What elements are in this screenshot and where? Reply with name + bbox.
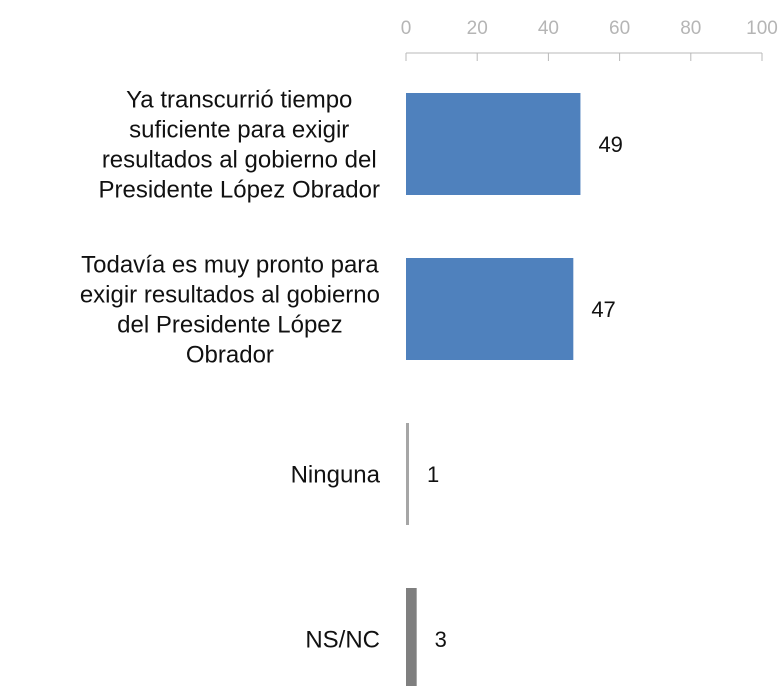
category-label: Todavía es muy pronto para exigir resulta… [80,251,380,368]
category-label-line: resultados al gobierno del [102,146,377,173]
value-label: 47 [591,297,615,322]
bar [406,588,417,690]
category-label-line: Ya transcurrió tiempo [126,86,352,113]
value-label: 1 [427,462,439,487]
bar [406,258,574,360]
value-label: 49 [598,132,622,157]
value-label: 3 [435,627,447,652]
category-label: Ninguna [291,461,381,488]
category-labels: Ya transcurrió tiempo suficiente para exi… [80,86,381,653]
category-label-line: NS/NC [305,626,380,653]
category-label: Ya transcurrió tiempo suficiente para exi… [98,86,380,203]
category-label: NS/NC [305,626,380,653]
x-axis: 0 20 40 60 80 100 [401,18,778,61]
category-label-line: Todavía es muy pronto para [81,251,379,278]
bar [406,93,581,195]
bar [406,423,409,525]
x-tick-label: 20 [467,18,488,39]
category-label-line: Presidente López Obrador [98,176,380,203]
category-label-line: suficiente para exigir [129,116,349,143]
x-tick-label: 80 [680,18,701,39]
category-label-line: Obrador [186,341,274,368]
category-label-line: del Presidente López [117,311,343,338]
category-label-line: exigir resultados al gobierno [80,281,380,308]
x-tick-label: 0 [401,18,412,39]
x-tick-label: 100 [746,18,778,39]
category-label-line: Ninguna [291,461,381,488]
x-tick-label: 60 [609,18,630,39]
bars: 49 47 1 3 [406,93,623,690]
x-tick-label: 40 [538,18,559,39]
